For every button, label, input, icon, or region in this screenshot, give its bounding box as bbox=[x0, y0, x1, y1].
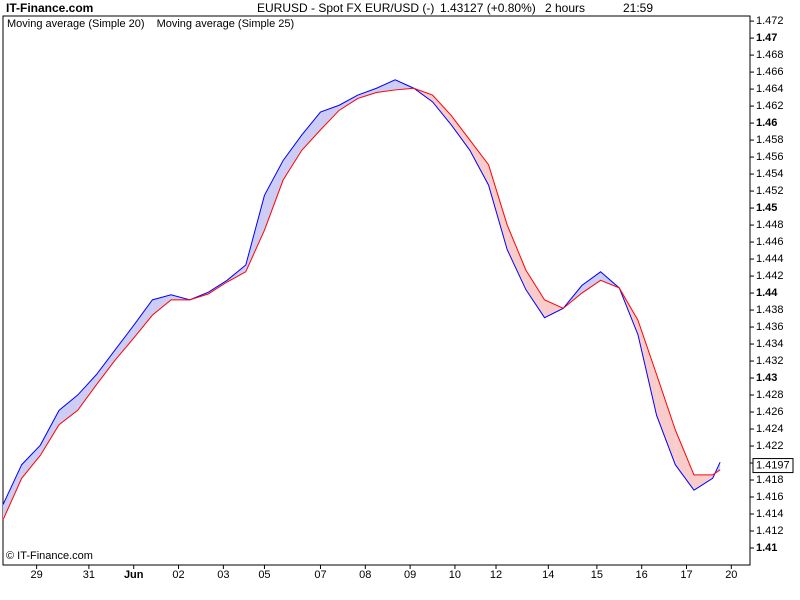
y-tick-label: 1.472 bbox=[756, 15, 784, 27]
y-tick-label: 1.456 bbox=[756, 151, 784, 163]
ma-spread bbox=[488, 164, 508, 250]
ma-spread bbox=[357, 88, 377, 99]
y-tick-label: 1.434 bbox=[756, 338, 784, 350]
ma-spread bbox=[469, 140, 489, 186]
legend-entry: Moving average (Simple 20) bbox=[7, 18, 145, 30]
x-tick-label: 12 bbox=[490, 569, 502, 581]
x-tick-label: 03 bbox=[217, 569, 229, 581]
y-tick-label: 1.464 bbox=[756, 83, 784, 95]
x-tick-label: 07 bbox=[314, 569, 326, 581]
y-tick-label: 1.454 bbox=[756, 168, 784, 180]
ma-spread bbox=[40, 410, 60, 456]
ma-spread bbox=[115, 325, 134, 361]
ma-spread bbox=[376, 79, 396, 93]
x-tick-label: 08 bbox=[359, 569, 371, 581]
quote: 1.43127 (+0.80%) bbox=[440, 1, 536, 15]
y-tick-label: 1.458 bbox=[756, 134, 784, 146]
ma-spread bbox=[507, 225, 526, 290]
ma-spread bbox=[96, 349, 116, 385]
ma-spread bbox=[21, 445, 41, 479]
last-value: 1.4197 bbox=[756, 459, 790, 471]
y-tick-label: 1.444 bbox=[756, 253, 784, 265]
y-tick-label: 1.448 bbox=[756, 219, 784, 231]
y-tick-label: 1.414 bbox=[756, 508, 784, 520]
ma-spread bbox=[637, 320, 657, 416]
y-tick-label: 1.428 bbox=[756, 389, 784, 401]
x-tick-label: 17 bbox=[680, 569, 692, 581]
x-tick-label: 29 bbox=[30, 569, 42, 581]
y-tick-label: 1.436 bbox=[756, 321, 784, 333]
y-tick-label: 1.424 bbox=[756, 423, 784, 435]
y-tick-label: 1.412 bbox=[756, 525, 784, 537]
y-tick-label: 1.452 bbox=[756, 185, 784, 197]
ma-spread bbox=[59, 395, 78, 425]
y-tick-label: 1.446 bbox=[756, 236, 784, 248]
x-tick-label: 20 bbox=[725, 569, 737, 581]
ma-spread bbox=[152, 294, 172, 316]
y-tick-label: 1.432 bbox=[756, 355, 784, 367]
ma-line bbox=[2, 87, 721, 521]
ma-spread bbox=[301, 112, 321, 151]
plot-frame bbox=[2, 15, 751, 566]
y-tick-label: 1.43 bbox=[756, 372, 777, 384]
y-tick-label: 1.418 bbox=[756, 474, 784, 486]
ma-spread bbox=[3, 464, 22, 520]
ma-spread bbox=[77, 374, 97, 411]
x-tick-label: 16 bbox=[636, 569, 648, 581]
legend-entry: Moving average (Simple 25) bbox=[157, 18, 295, 30]
x-tick-label: Jun bbox=[124, 569, 144, 581]
ma-spread bbox=[693, 474, 713, 491]
y-tick-label: 1.468 bbox=[756, 49, 784, 61]
y-tick-label: 1.438 bbox=[756, 304, 784, 316]
ma-line bbox=[2, 79, 721, 505]
ma-spread bbox=[264, 160, 284, 231]
x-tick-label: 09 bbox=[404, 569, 416, 581]
ma-spread bbox=[133, 299, 153, 339]
ma-spread bbox=[675, 429, 694, 491]
y-tick-label: 1.41 bbox=[756, 542, 777, 554]
y-tick-label: 1.462 bbox=[756, 100, 784, 112]
footer: © IT-Finance.com bbox=[6, 550, 93, 562]
y-tick-label: 1.45 bbox=[756, 202, 777, 214]
ma-spread bbox=[339, 95, 358, 111]
ma-spread bbox=[525, 270, 545, 318]
interval: 2 hours bbox=[545, 1, 585, 15]
y-tick-label: 1.47 bbox=[756, 32, 777, 44]
x-tick-label: 05 bbox=[258, 569, 270, 581]
site-name: IT-Finance.com bbox=[6, 1, 93, 15]
ma-spread bbox=[544, 299, 564, 318]
x-tick-label: 14 bbox=[542, 569, 554, 581]
time: 21:59 bbox=[623, 1, 653, 15]
y-tick-label: 1.466 bbox=[756, 66, 784, 78]
ma-spread bbox=[320, 105, 340, 130]
y-tick-label: 1.426 bbox=[756, 406, 784, 418]
symbol: EURUSD - Spot FX EUR/USD (-) bbox=[257, 1, 434, 15]
ma-spread bbox=[283, 134, 302, 181]
x-tick-label: 15 bbox=[591, 569, 603, 581]
ma-spread bbox=[581, 271, 601, 294]
y-tick-label: 1.442 bbox=[756, 270, 784, 282]
x-tick-label: 10 bbox=[449, 569, 461, 581]
y-tick-label: 1.416 bbox=[756, 491, 784, 503]
ma-spread bbox=[451, 115, 470, 151]
y-tick-label: 1.422 bbox=[756, 440, 784, 452]
x-tick-label: 31 bbox=[83, 569, 95, 581]
ma-spread bbox=[432, 95, 452, 125]
last-value-box bbox=[752, 458, 794, 474]
y-tick-label: 1.46 bbox=[756, 117, 777, 129]
ma-spread bbox=[656, 374, 676, 465]
x-tick-label: 02 bbox=[172, 569, 184, 581]
y-tick-label: 1.44 bbox=[756, 287, 778, 299]
